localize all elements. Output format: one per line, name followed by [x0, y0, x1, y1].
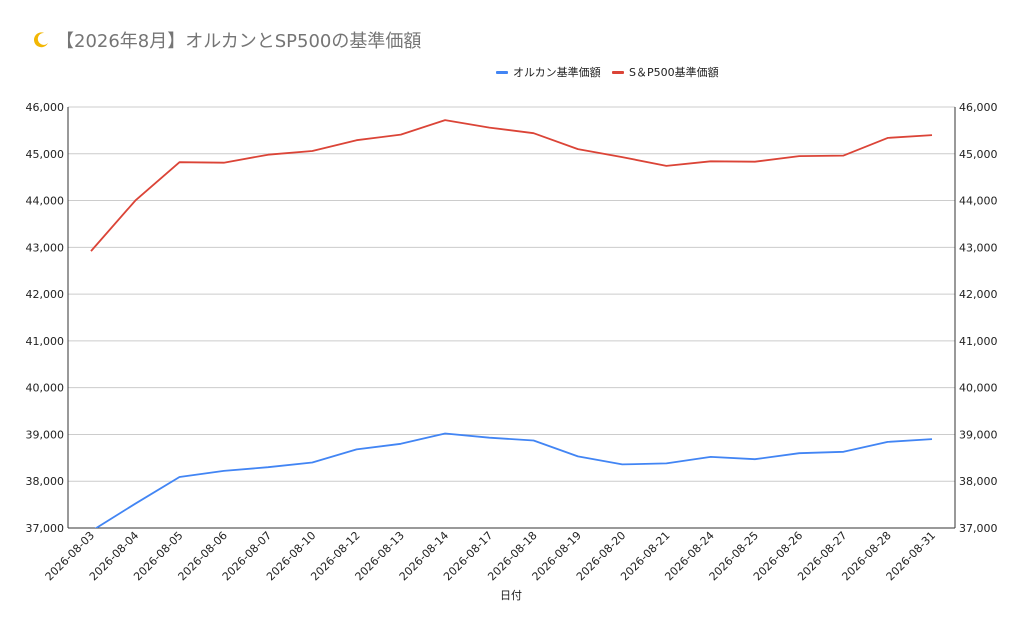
legend-label-1: S＆P500基準価額 — [629, 65, 719, 79]
y-tick-label-right: 43,000 — [959, 241, 998, 254]
y-tick-label-right: 41,000 — [959, 335, 998, 348]
y-tick-label-left: 44,000 — [26, 195, 65, 208]
legend-swatch-0 — [496, 71, 508, 74]
chart-gridlines — [67, 106, 956, 529]
crescent-moon-icon — [34, 32, 49, 48]
series-line-1 — [90, 119, 933, 252]
chart-title: 【2026年8月】オルカンとSP500の基準価額 — [32, 24, 421, 56]
y-tick-label-left: 45,000 — [26, 148, 65, 161]
y-tick-label-right: 42,000 — [959, 288, 998, 301]
y-tick-label-right: 40,000 — [959, 382, 998, 395]
y-tick-label-left: 43,000 — [26, 241, 65, 254]
chart-series — [90, 119, 933, 528]
legend-label-0: オルカン基準価額 — [513, 65, 601, 79]
chart-title-text: 【2026年8月】オルカンとSP500の基準価額 — [56, 31, 422, 52]
y-tick-label-left: 41,000 — [26, 335, 65, 348]
x-axis-title: 日付 — [500, 589, 522, 602]
y-tick-label-left: 37,000 — [26, 522, 65, 535]
y-tick-label-right: 46,000 — [959, 101, 998, 114]
legend-swatch-1 — [612, 71, 624, 74]
y-tick-label-right: 38,000 — [959, 475, 998, 488]
y-tick-label-left: 38,000 — [26, 475, 65, 488]
y-tick-label-right: 45,000 — [959, 148, 998, 161]
y-tick-label-left: 40,000 — [26, 382, 65, 395]
left-y-axis: 37,000 38,000 39,000 40,000 41,000 42,000 43,0… — [26, 101, 65, 535]
y-tick-label-left: 39,000 — [26, 428, 65, 441]
y-tick-label-right: 37,000 — [959, 522, 998, 535]
y-tick-label-right: 44,000 — [959, 195, 998, 208]
series-line-0 — [94, 432, 933, 528]
y-tick-label-right: 39,000 — [959, 428, 998, 441]
y-tick-label-left: 42,000 — [26, 288, 65, 301]
x-axis: 2026-08-032026-08-042026-08-052026-08-06… — [43, 529, 938, 583]
right-y-axis: 37,000 38,000 39,000 40,000 41,000 42,000 43,0… — [959, 101, 998, 535]
chart-legend: オルカン基準価額 S＆P500基準価額 — [496, 65, 719, 79]
y-tick-label-left: 46,000 — [26, 101, 65, 114]
